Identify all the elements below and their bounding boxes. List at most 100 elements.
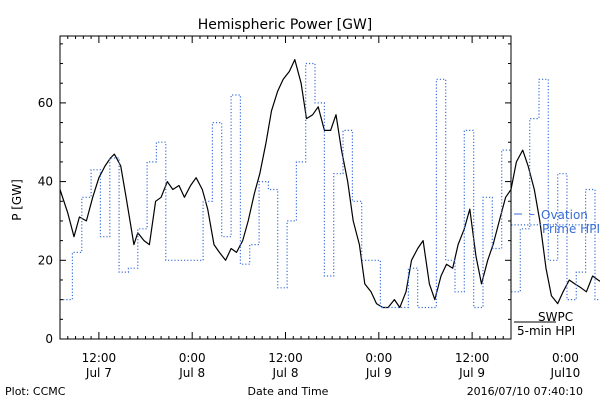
legend-ovation: – Ovation Prime HPI [514,207,600,236]
data-point-swpc [405,291,406,292]
data-point-swpc [143,240,144,241]
x-tick-date-label: Jul 8 [272,366,299,380]
data-point-ovation [454,291,455,292]
data-point-ovation [193,260,194,261]
data-point-swpc [105,165,106,166]
data-point-ovation [464,130,465,131]
data-point-swpc [161,197,162,198]
data-point-swpc [434,299,435,300]
data-point-swpc [341,150,342,151]
data-point-swpc [347,181,348,182]
data-point-ovation [287,220,288,221]
data-point-swpc [236,252,237,253]
x-tick-time-label: 12:00 [268,351,303,365]
plot-credit: Plot: CCMC [5,385,66,398]
data-point-swpc [225,260,226,261]
data-point-swpc [196,177,197,178]
data-point-swpc [545,268,546,269]
data-point-ovation [109,157,110,158]
data-point-ovation [165,260,166,261]
data-point-swpc [248,220,249,221]
data-point-swpc [452,268,453,269]
data-point-swpc [376,303,377,304]
y-tick-label: 20 [38,253,53,267]
x-tick-time-label: 0:00 [365,351,392,365]
x-tick-time-label: 12:00 [82,351,117,365]
data-point-swpc [440,275,441,276]
legend-swpc-label-2: 5-min HPI [517,324,575,338]
data-point-swpc [167,181,168,182]
data-point-ovation [566,299,567,300]
chart-title: Hemispheric Power [GW] [198,17,373,33]
data-point-swpc [534,189,535,190]
data-point-ovation [324,275,325,276]
data-point-ovation [314,102,315,103]
x-tick-time-label: 12:00 [455,351,490,365]
data-point-swpc [98,177,99,178]
data-point-ovation [417,307,418,308]
data-point-swpc [499,220,500,221]
data-point-ovation [557,173,558,174]
data-point-swpc [67,213,68,214]
data-point-ovation [529,118,530,119]
legend-swpc-label-1: SWPC [538,310,573,324]
y-tick-label: 60 [38,96,53,110]
data-point-ovation [249,244,250,245]
data-point-ovation [240,264,241,265]
y-tick-label: 0 [45,332,53,346]
x-tick-date-label: Jul 9 [458,366,485,380]
data-point-ovation [548,260,549,261]
data-point-ovation [352,201,353,202]
data-point-ovation [221,236,222,237]
data-point-swpc [598,279,599,280]
data-point-swpc [306,118,307,119]
data-point-ovation [147,161,148,162]
data-point-ovation [408,268,409,269]
series-swpc [59,59,600,309]
data-point-swpc [505,197,506,198]
data-point-swpc [318,106,319,107]
data-point-swpc [283,79,284,80]
legend-swpc: SWPC 5-min HPI [514,310,575,338]
data-point-swpc [259,173,260,174]
data-point-ovation [203,201,204,202]
data-point-swpc [231,248,232,249]
x-axis-label: Date and Time [248,385,329,398]
data-point-ovation [100,236,101,237]
data-point-swpc [219,252,220,253]
plot-area [59,59,600,309]
data-point-swpc [574,283,575,284]
data-point-swpc [464,228,465,229]
data-point-ovation [576,272,577,273]
data-point-ovation [361,260,362,261]
data-point-swpc [277,91,278,92]
data-point-ovation [538,79,539,80]
data-point-ovation [473,307,474,308]
legend-ovation-label-2: Prime HPI [542,222,600,236]
data-point-ovation [119,272,120,273]
data-point-ovation [492,248,493,249]
data-point-swpc [592,275,593,276]
data-point-ovation [398,307,399,308]
data-point-swpc [569,279,570,280]
data-point-swpc [324,130,325,131]
data-point-swpc [190,185,191,186]
x-tick-date-label: Jul 7 [85,366,112,380]
data-point-swpc [417,248,418,249]
data-point-swpc [446,264,447,265]
data-point-ovation [436,79,437,80]
data-point-ovation [501,150,502,151]
data-point-ovation [426,307,427,308]
data-point-swpc [423,240,424,241]
data-point-swpc [155,201,156,202]
data-point-ovation [212,122,213,123]
data-point-swpc [202,189,203,190]
data-point-ovation [520,228,521,229]
data-point-swpc [114,154,115,155]
plot-timestamp: 2016/07/10 07:40:10 [467,385,583,398]
data-point-swpc [429,283,430,284]
data-point-swpc [254,193,255,194]
data-point-swpc [133,244,134,245]
